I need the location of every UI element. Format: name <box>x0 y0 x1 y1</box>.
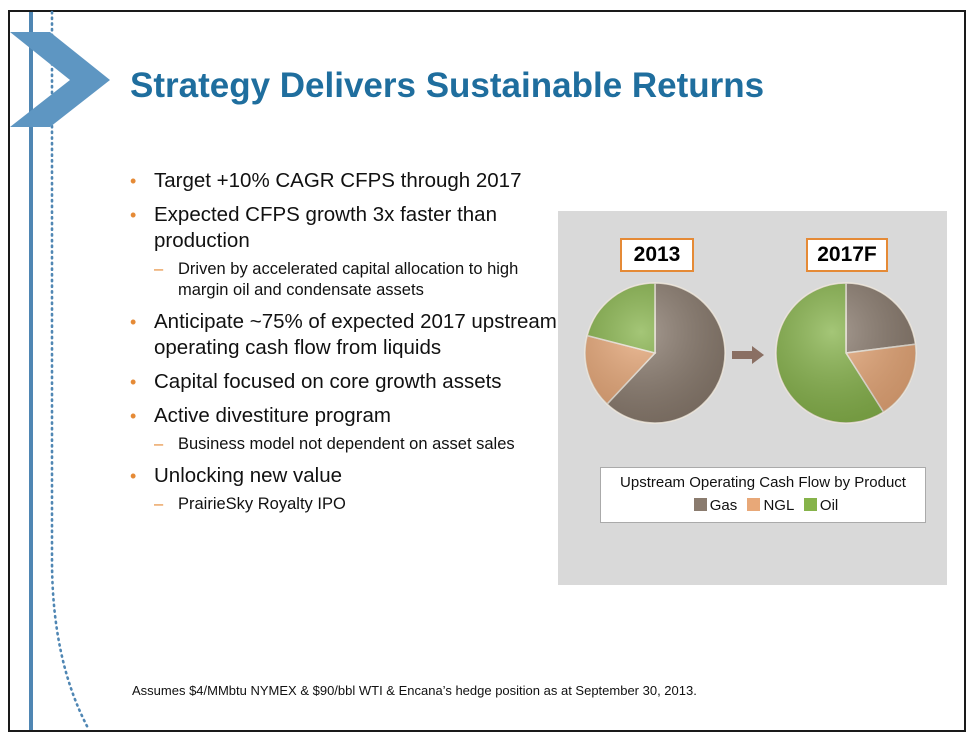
bullet-item: Capital focused on core growth assets <box>130 369 560 395</box>
chart-title: Upstream Operating Cash Flow by Product <box>620 474 906 491</box>
bullet-item: Active divestiture program <box>130 403 560 429</box>
legend-label-ngl: NGL <box>763 497 794 514</box>
slide-frame <box>8 10 966 732</box>
legend-swatch-ngl <box>747 498 761 511</box>
pie-label-2013: 2013 <box>620 238 694 272</box>
chevron-arrow-icon <box>10 32 110 127</box>
chart-panel: 2013 2017F Upstream Operating Cash Flow … <box>558 211 947 585</box>
pie-label-2017f: 2017F <box>806 238 888 272</box>
legend-swatch-oil <box>803 498 817 511</box>
legend-label-oil: Oil <box>819 497 839 514</box>
bullet-item: Target +10% CAGR CFPS through 2017 <box>130 168 560 194</box>
bullet-list: Target +10% CAGR CFPS through 2017 Expec… <box>130 168 560 515</box>
bullet-item: Anticipate ~75% of expected 2017 upstrea… <box>130 309 560 361</box>
vertical-bar <box>29 12 33 730</box>
bullet-item: Expected CFPS growth 3x faster than prod… <box>130 202 560 254</box>
footnote: Assumes $4/MMbtu NYMEX & $90/bbl WTI & E… <box>132 683 697 698</box>
legend-swatch-gas <box>693 498 707 511</box>
slide-title: Strategy Delivers Sustainable Returns <box>130 66 765 105</box>
pie-charts <box>584 282 917 424</box>
pie-2017f <box>775 282 917 424</box>
pie-2013 <box>584 282 726 424</box>
bullet-item: Unlocking new value <box>130 463 560 489</box>
pie-shading <box>585 283 725 423</box>
pie-shading <box>776 283 916 423</box>
legend-label-gas: Gas <box>709 497 738 514</box>
sub-bullet-item: PrairieSky Royalty IPO <box>130 494 560 515</box>
arrow-right-icon <box>732 346 764 364</box>
sub-bullet-item: Business model not dependent on asset sa… <box>130 434 560 455</box>
chart-legend: Upstream Operating Cash Flow by Product … <box>600 467 926 523</box>
sub-bullet-item: Driven by accelerated capital allocation… <box>130 259 560 301</box>
slide-decoration <box>10 10 110 730</box>
dotted-curve <box>50 10 90 730</box>
